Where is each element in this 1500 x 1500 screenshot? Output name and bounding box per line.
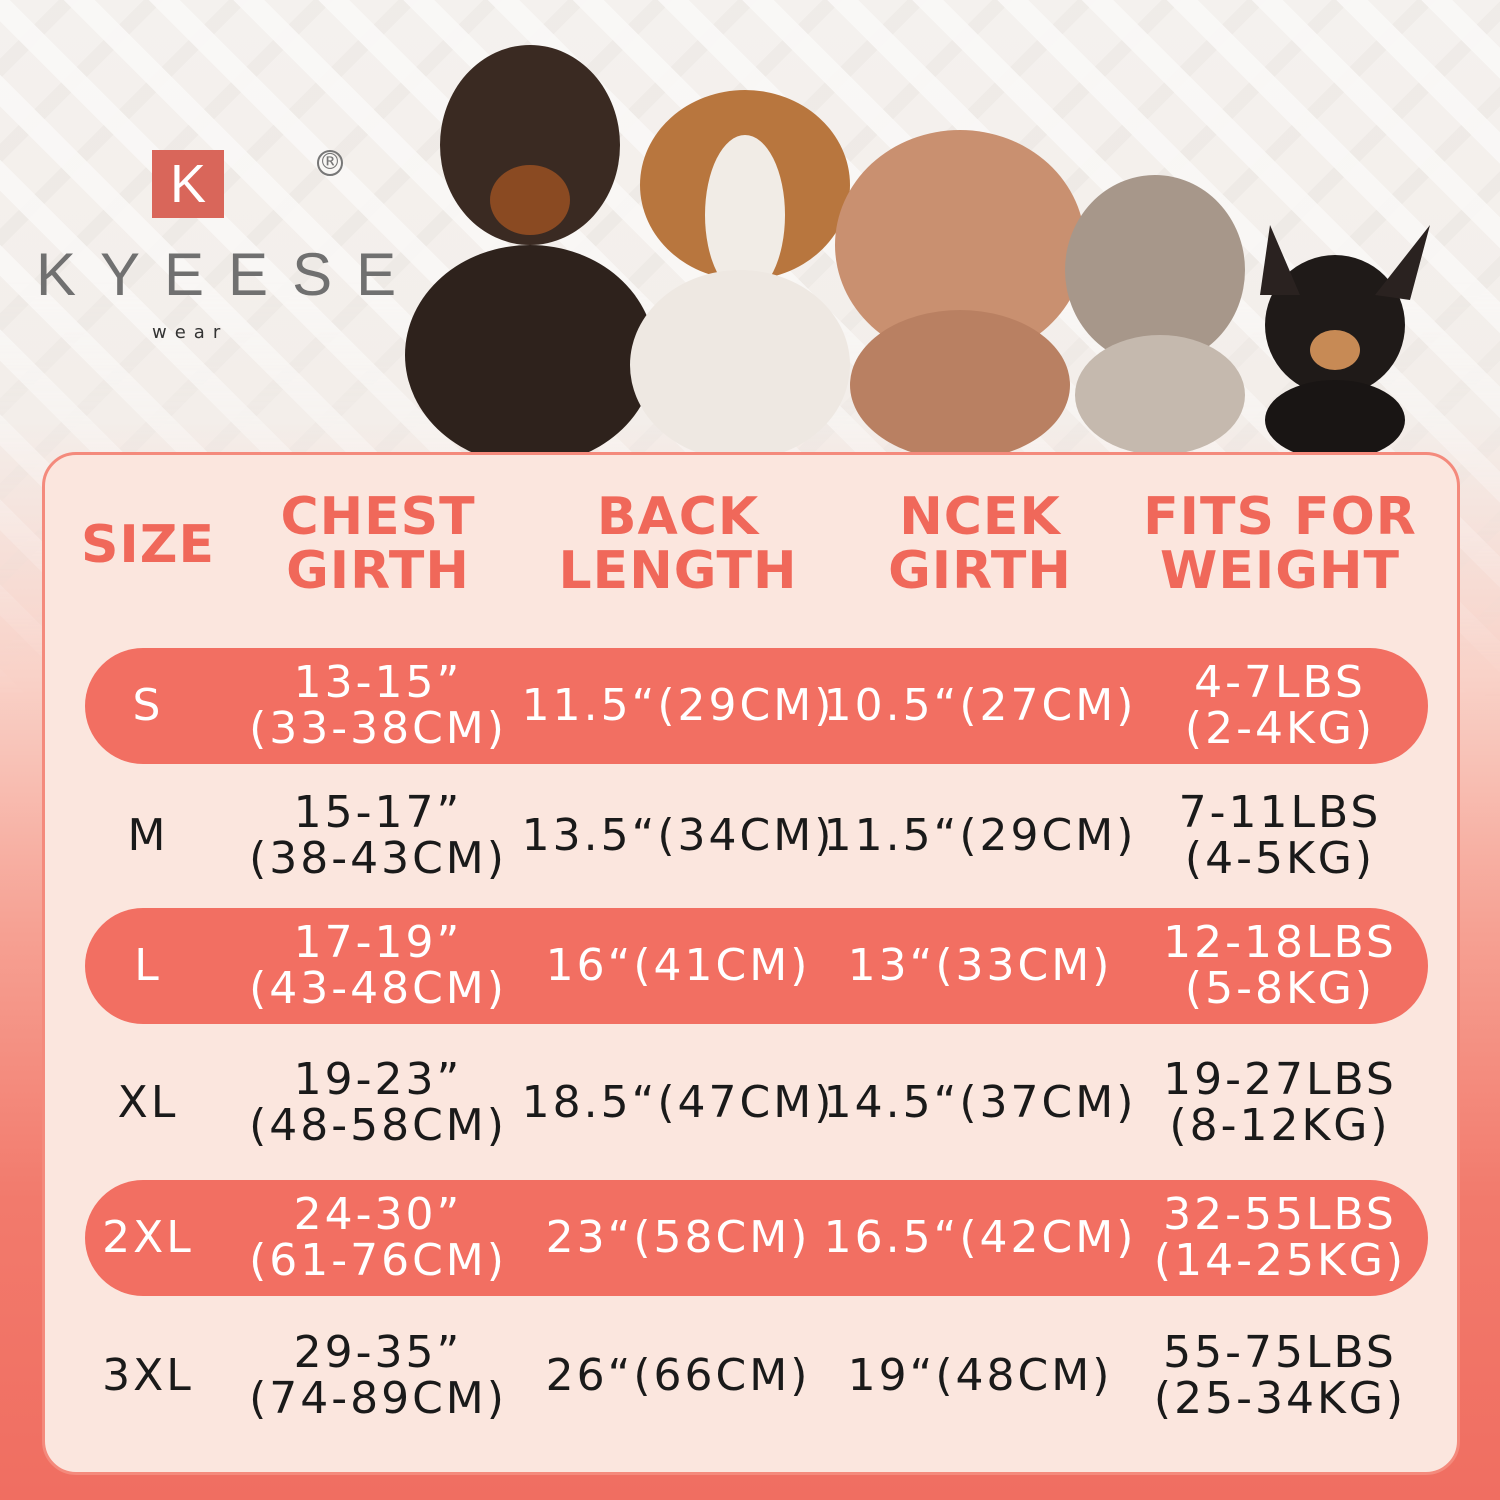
brand-name: KYEESE [36, 241, 421, 308]
header-line: BACK [596, 487, 760, 547]
header-line: GIRTH [286, 541, 470, 601]
logo-mark: K [152, 150, 224, 218]
cell-line: (5-8KG) [1184, 963, 1376, 1014]
cell-chest-girth: 13-15” (33-38CM) [249, 660, 507, 752]
cell-chest-girth: 24-30” (61-76CM) [249, 1192, 507, 1284]
header-line: GIRTH [888, 541, 1072, 601]
cell-line: (33-38CM) [249, 703, 507, 754]
cell-fits-for-weight: 12-18LBS (5-8KG) [1163, 920, 1397, 1012]
row-highlight [85, 908, 1428, 1024]
cell-back-length: 16“(41CM) [545, 940, 811, 991]
header-fits-for-weight: FITS FOR WEIGHT [1130, 490, 1430, 598]
header-neck-girth: NCEK GIRTH [830, 490, 1130, 598]
cell-line: 55-75LBS [1163, 1327, 1397, 1378]
cell-size: 3XL [102, 1350, 194, 1401]
header-back-length: BACK LENGTH [528, 490, 828, 598]
header-line: NCEK [899, 487, 1061, 547]
cell-neck-girth: 11.5“(29CM) [823, 810, 1137, 861]
cell-back-length: 13.5“(34CM) [521, 810, 835, 861]
terrier-image [1065, 175, 1245, 455]
cell-fits-for-weight: 32-55LBS (14-25KG) [1154, 1192, 1406, 1284]
brand-logo: K ® KYEESE wear [30, 140, 396, 350]
header-line: SIZE [80, 515, 216, 575]
cell-back-length: 26“(66CM) [545, 1350, 811, 1401]
cell-line: 12-18LBS [1163, 917, 1397, 968]
cell-line: 7-11LBS [1178, 787, 1382, 838]
cell-chest-girth: 17-19” (43-48CM) [249, 920, 507, 1012]
header-size: SIZE [48, 518, 248, 572]
cell-fits-for-weight: 7-11LBS (4-5KG) [1179, 790, 1382, 882]
header-line: LENGTH [558, 541, 798, 601]
chihuahua-image [1260, 225, 1430, 455]
cell-line: 4-7LBS [1194, 657, 1366, 708]
cell-size: M [127, 810, 169, 861]
cell-line: (48-58CM) [249, 1100, 507, 1151]
beagle-image [630, 90, 850, 455]
cell-neck-girth: 13“(33CM) [847, 940, 1113, 991]
cell-line: (2-4KG) [1184, 703, 1376, 754]
cell-line: (38-43CM) [249, 833, 507, 884]
brand-sub: wear [152, 322, 229, 343]
registered-icon: ® [317, 150, 343, 176]
cell-neck-girth: 16.5“(42CM) [823, 1212, 1137, 1263]
cell-size: L [134, 940, 162, 991]
cell-neck-girth: 10.5“(27CM) [823, 680, 1137, 731]
cell-fits-for-weight: 4-7LBS (2-4KG) [1185, 660, 1375, 752]
cell-line: 24-30” [293, 1189, 463, 1240]
row-highlight [85, 1180, 1428, 1296]
row-highlight [85, 648, 1428, 764]
cell-neck-girth: 14.5“(37CM) [823, 1077, 1137, 1128]
cell-line: (61-76CM) [249, 1235, 507, 1286]
cell-line: (25-34KG) [1153, 1373, 1407, 1424]
cell-chest-girth: 15-17” (38-43CM) [249, 790, 507, 882]
cell-back-length: 18.5“(47CM) [521, 1077, 835, 1128]
poodle-image [835, 130, 1085, 455]
cell-line: (14-25KG) [1153, 1235, 1407, 1286]
cell-line: 13-15” [293, 657, 463, 708]
cell-line: (43-48CM) [249, 963, 507, 1014]
cell-size: S [132, 680, 164, 731]
cell-size: 2XL [102, 1212, 194, 1263]
header-line: CHEST [280, 487, 476, 547]
cell-line: (4-5KG) [1184, 833, 1376, 884]
header-chest-girth: CHEST GIRTH [248, 490, 508, 598]
cell-back-length: 23“(58CM) [545, 1212, 811, 1263]
cell-chest-girth: 29-35” (74-89CM) [249, 1330, 507, 1422]
cell-line: 17-19” [293, 917, 463, 968]
cell-line: 19-27LBS [1163, 1054, 1397, 1105]
doberman-image [405, 45, 655, 455]
cell-line: (74-89CM) [249, 1373, 507, 1424]
header-line: WEIGHT [1160, 541, 1400, 601]
cell-fits-for-weight: 55-75LBS (25-34KG) [1154, 1330, 1406, 1422]
cell-line: (8-12KG) [1169, 1100, 1391, 1151]
cell-line: 15-17” [293, 787, 463, 838]
cell-fits-for-weight: 19-27LBS (8-12KG) [1163, 1057, 1397, 1149]
cell-line: 19-23” [293, 1054, 463, 1105]
header-line: FITS FOR [1143, 487, 1417, 547]
cell-chest-girth: 19-23” (48-58CM) [249, 1057, 507, 1149]
cell-back-length: 11.5“(29CM) [521, 680, 835, 731]
cell-size: XL [117, 1077, 179, 1128]
dogs-photo [405, 45, 1430, 455]
cell-line: 29-35” [293, 1327, 463, 1378]
cell-line: 32-55LBS [1163, 1189, 1397, 1240]
cell-neck-girth: 19“(48CM) [847, 1350, 1113, 1401]
